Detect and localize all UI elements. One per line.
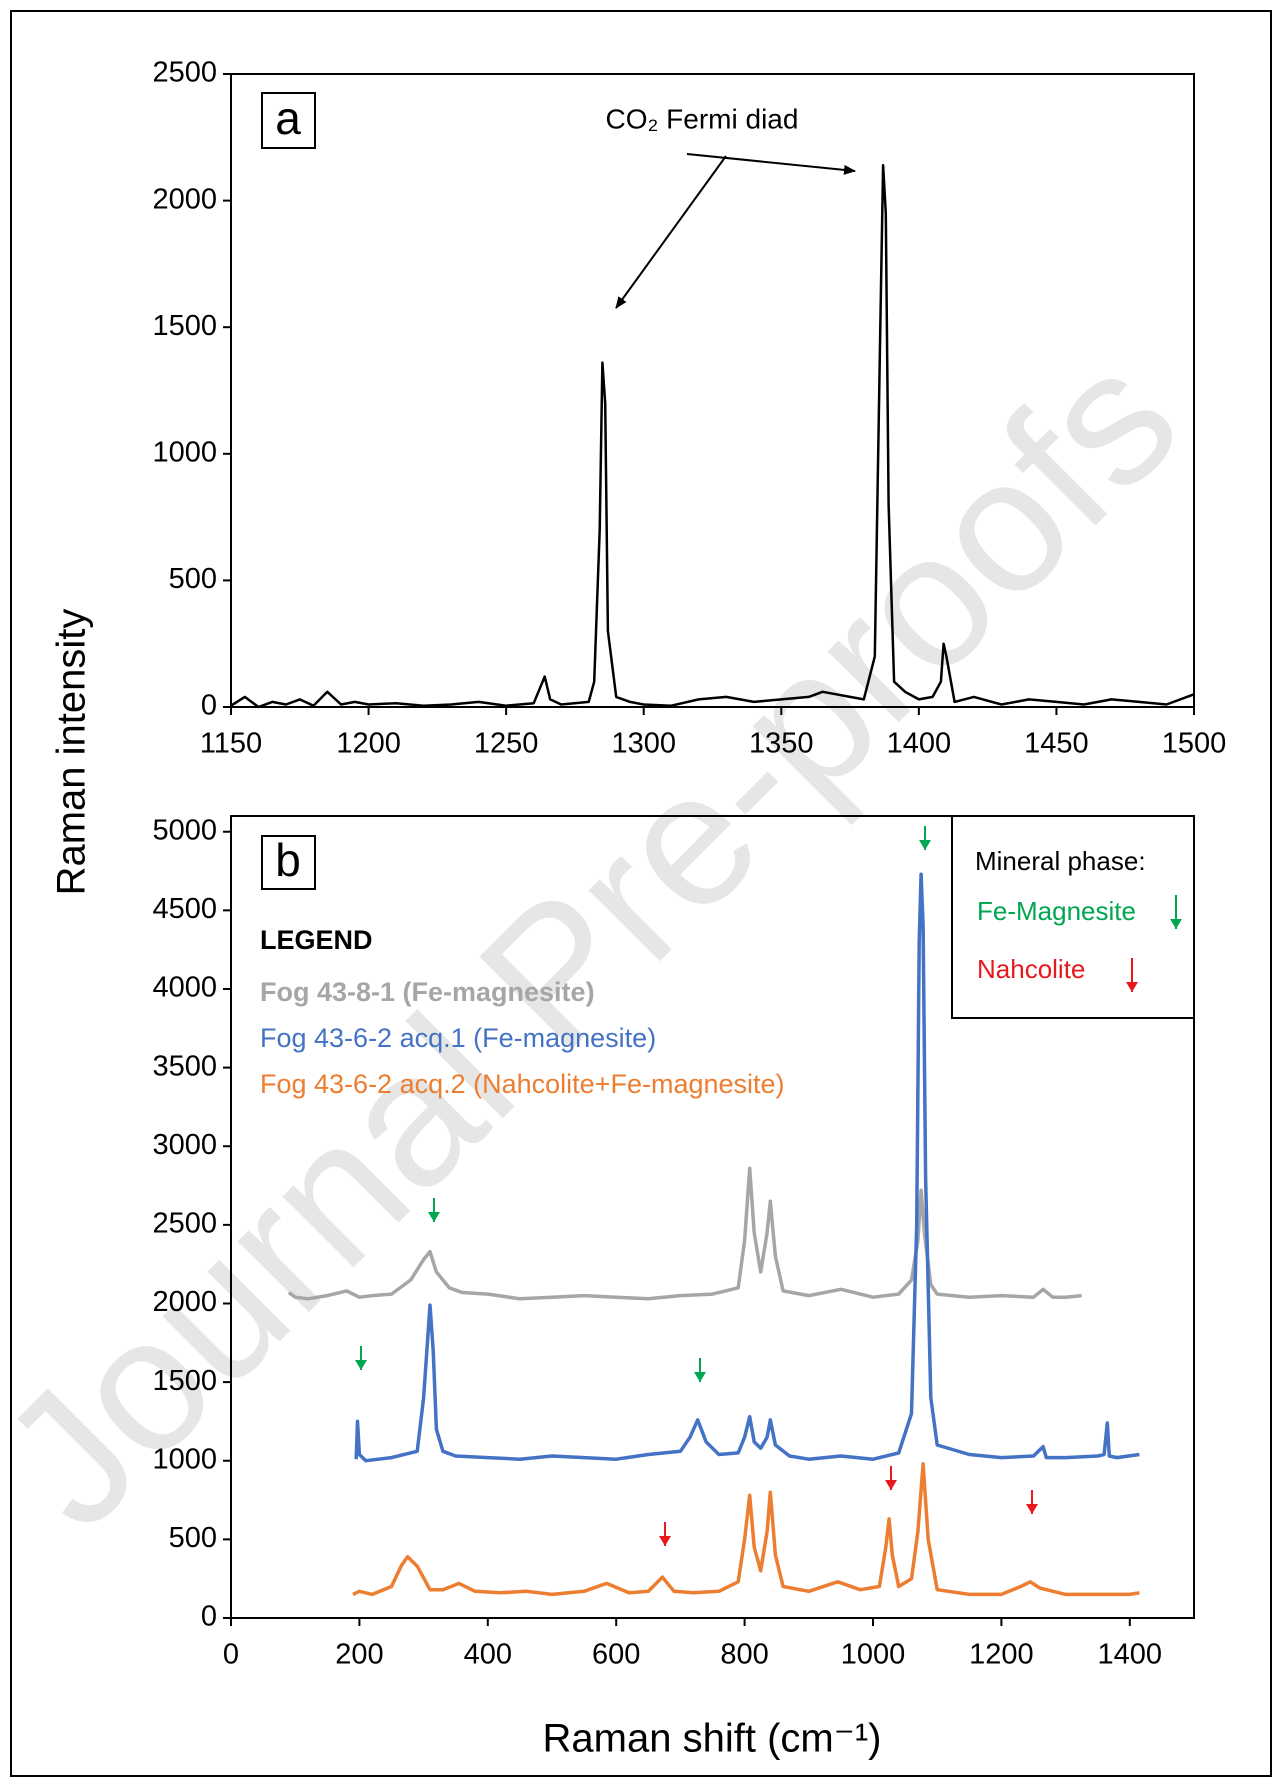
- y-tick-label: 1500: [152, 310, 217, 342]
- y-tick-label: 2000: [152, 183, 217, 215]
- y-tick-label: 1000: [152, 436, 217, 468]
- y-tick-label: 5000: [152, 814, 217, 846]
- y-tick-label: 1500: [152, 1365, 217, 1397]
- x-tick-label: 1200: [969, 1639, 1034, 1671]
- y-tick-label: 3500: [152, 1050, 217, 1082]
- y-axis-label: Raman intensity: [50, 609, 94, 896]
- panel-label: a: [275, 92, 301, 144]
- x-tick-label: 1400: [887, 728, 952, 760]
- x-tick-label: 1150: [200, 728, 262, 760]
- x-tick-label: 1450: [1024, 728, 1089, 760]
- legend-entry: Fog 43-6-2 acq.2 (Nahcolite+Fe-magnesite…: [260, 1069, 785, 1099]
- figure-border: [10, 10, 1272, 1777]
- x-tick-label: 1500: [1162, 728, 1227, 760]
- x-tick-label: 0: [223, 1639, 239, 1671]
- mineral-title: Mineral phase:: [975, 846, 1146, 876]
- annotation-arrow: [615, 155, 727, 309]
- annotation: CO₂ Fermi diad: [606, 103, 799, 134]
- plot-frame: [230, 73, 1195, 708]
- mineral-entry: Nahcolite: [977, 954, 1085, 984]
- x-tick-label: 1000: [841, 1639, 906, 1671]
- data-line: [287, 1166, 1082, 1301]
- x-tick-label: 1250: [474, 728, 539, 760]
- x-tick-label: 1350: [749, 728, 814, 760]
- x-tick-label: 800: [720, 1639, 768, 1671]
- x-tick-label: 600: [592, 1639, 640, 1671]
- plot: 0500100015002000250030003500400045005000…: [152, 814, 1195, 1671]
- legend-title: LEGEND: [260, 925, 373, 955]
- y-tick-label: 0: [201, 1601, 217, 1633]
- x-tick-label: 1200: [336, 728, 401, 760]
- panel-label-box: [261, 835, 316, 890]
- mineral-box: [951, 815, 1195, 1019]
- data-line: [230, 163, 1195, 709]
- data-line: [354, 872, 1140, 1463]
- mineral-entry: Fe-Magnesite: [977, 896, 1136, 926]
- y-tick-label: 2000: [152, 1286, 217, 1318]
- plot: 0 500 1000 1500 2000 2500 1150 1200 1250 1300 1350…: [152, 57, 1226, 760]
- peak-arrows: [355, 826, 1038, 1546]
- y-tick-label: 3000: [152, 1129, 217, 1161]
- y-tick-label: 1000: [152, 1443, 217, 1475]
- y-tick-label: 4500: [152, 893, 217, 925]
- plot-frame: [230, 815, 1195, 1619]
- y-tick-label: 0: [201, 690, 217, 722]
- annotation-arrow: [686, 153, 856, 175]
- legend-entry: Fog 43-8-1 (Fe-magnesite): [260, 977, 595, 1007]
- data-line: [352, 1462, 1140, 1597]
- y-tick-label: 2500: [152, 1208, 217, 1240]
- panel-label-box: [261, 92, 316, 149]
- legend-entry: Fog 43-6-2 acq.1 (Fe-magnesite): [260, 1023, 656, 1053]
- y-tick-label: 2500: [152, 57, 217, 89]
- x-axis-label: Raman shift (cm⁻¹): [543, 1717, 882, 1761]
- y-tick-label: 4000: [152, 972, 217, 1004]
- y-tick-label: 500: [169, 1522, 217, 1554]
- x-tick-label: 200: [335, 1639, 383, 1671]
- y-tick-label: 500: [169, 563, 217, 595]
- panel-label: b: [275, 834, 301, 886]
- x-tick-label: 1300: [611, 728, 676, 760]
- x-tick-label: 400: [464, 1639, 512, 1671]
- x-tick-label: 1400: [1098, 1639, 1163, 1671]
